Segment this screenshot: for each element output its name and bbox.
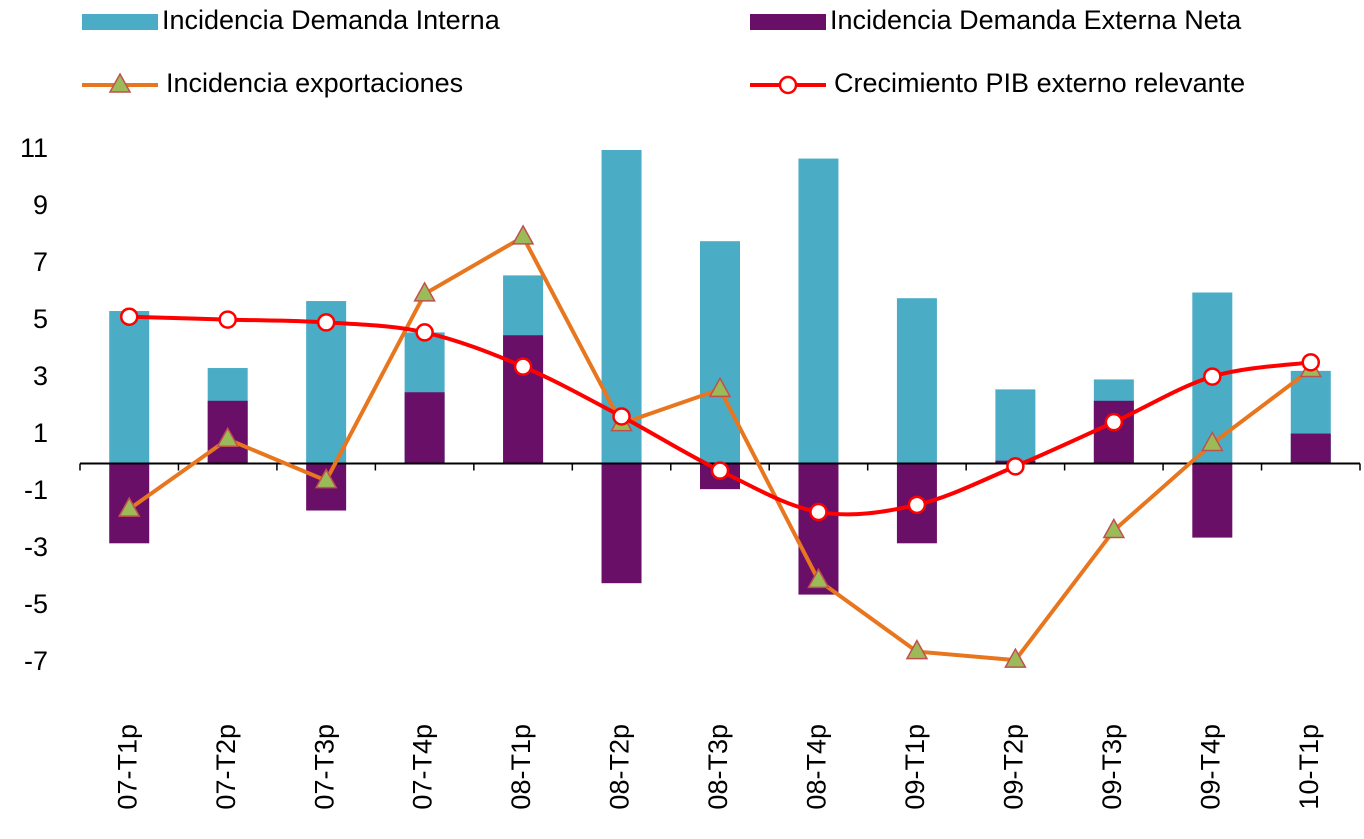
legend-label: Incidencia Demanda Externa Neta bbox=[830, 5, 1242, 35]
x-tick-label: 09-T3p bbox=[1097, 724, 1127, 810]
marker bbox=[415, 323, 434, 342]
marker bbox=[907, 495, 927, 515]
marker bbox=[807, 567, 830, 589]
y-tick-label: 5 bbox=[33, 304, 48, 334]
x-tick-label: 07-T1p bbox=[112, 724, 142, 810]
bar bbox=[601, 463, 642, 584]
marker bbox=[511, 224, 535, 245]
legend-marker bbox=[108, 72, 132, 93]
marker bbox=[117, 496, 141, 517]
x-tick-label: 10-T1p bbox=[1294, 724, 1324, 810]
marker bbox=[218, 310, 237, 329]
bar bbox=[995, 389, 1036, 464]
x-tick-label: 08-T3p bbox=[703, 724, 733, 810]
y-tick-label: 11 bbox=[20, 133, 48, 163]
bar bbox=[404, 392, 445, 464]
marker bbox=[1004, 647, 1027, 668]
x-tick-label: 09-T2p bbox=[999, 724, 1029, 810]
marker bbox=[612, 407, 631, 426]
marker bbox=[1301, 353, 1321, 372]
y-tick-label: 7 bbox=[33, 247, 48, 277]
marker bbox=[1104, 412, 1124, 432]
marker bbox=[216, 426, 239, 448]
y-tick-label: -3 bbox=[24, 532, 48, 562]
y-tick-label: 1 bbox=[33, 418, 48, 448]
marker bbox=[1102, 517, 1126, 539]
legend-label: Crecimiento PIB externo relevante bbox=[834, 68, 1245, 98]
y-tick-label: -1 bbox=[24, 475, 48, 505]
marker bbox=[314, 468, 338, 489]
legend-marker bbox=[778, 75, 798, 95]
x-tick-label: 08-T2p bbox=[605, 724, 635, 810]
legend-label: Incidencia Demanda Interna bbox=[162, 5, 501, 35]
marker bbox=[1201, 431, 1224, 452]
x-tick-label: 07-T3p bbox=[309, 724, 339, 810]
y-tick-label: -5 bbox=[24, 589, 48, 619]
bar bbox=[109, 311, 150, 464]
bar bbox=[1192, 463, 1233, 538]
marker bbox=[413, 281, 436, 302]
x-tick-label: 07-T2p bbox=[211, 724, 241, 810]
marker bbox=[513, 357, 533, 376]
x-tick-label: 09-T4p bbox=[1195, 724, 1225, 810]
x-tick-label: 08-T1p bbox=[506, 724, 536, 810]
y-tick-label: 9 bbox=[33, 190, 48, 220]
bar bbox=[503, 335, 544, 464]
marker bbox=[119, 307, 139, 326]
marker bbox=[809, 502, 828, 522]
legend-label: Incidencia exportaciones bbox=[166, 68, 463, 98]
marker bbox=[708, 376, 732, 398]
x-tick-label: 07-T4p bbox=[408, 724, 438, 810]
x-tick-label: 09-T1p bbox=[900, 724, 930, 810]
legend-swatch bbox=[750, 14, 826, 30]
y-tick-label: 3 bbox=[33, 361, 48, 391]
bar bbox=[1290, 433, 1331, 464]
x-tick-label: 08-T4p bbox=[802, 724, 832, 810]
marker bbox=[316, 313, 336, 332]
legend-swatch bbox=[82, 14, 158, 30]
bar bbox=[700, 241, 740, 464]
bar bbox=[798, 158, 839, 464]
bar bbox=[896, 298, 937, 464]
marker bbox=[710, 461, 730, 480]
y-tick-label: -7 bbox=[24, 646, 48, 676]
bar bbox=[1093, 400, 1134, 464]
marker bbox=[1203, 367, 1222, 386]
marker bbox=[905, 639, 929, 660]
marker bbox=[1006, 457, 1025, 476]
